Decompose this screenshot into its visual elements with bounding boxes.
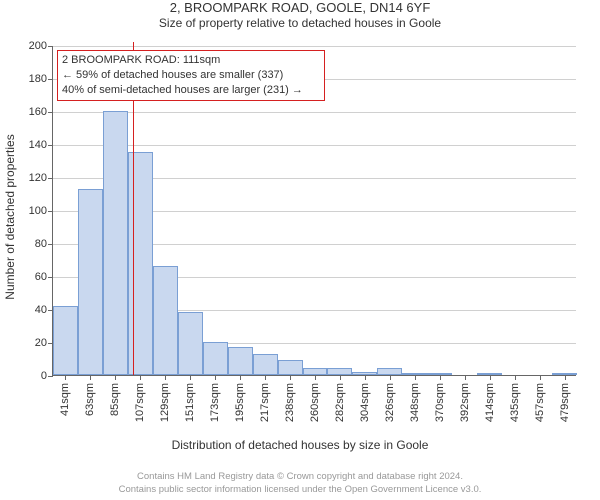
footer-line2: Contains public sector information licen… xyxy=(0,484,600,496)
xtick xyxy=(515,375,516,380)
bar xyxy=(53,306,78,375)
xtick-label: 63sqm xyxy=(84,383,96,416)
xtick xyxy=(140,375,141,380)
bar xyxy=(178,312,203,375)
ytick-label: 160 xyxy=(29,106,47,118)
x-axis-label: Distribution of detached houses by size … xyxy=(0,438,600,452)
xtick-label: 41sqm xyxy=(59,383,71,416)
gridline xyxy=(53,145,576,146)
xtick-label: 392sqm xyxy=(459,383,471,422)
xtick-label: 195sqm xyxy=(234,383,246,422)
bar xyxy=(103,111,128,375)
ytick-label: 100 xyxy=(29,205,47,217)
xtick-label: 260sqm xyxy=(309,383,321,422)
xtick-label: 414sqm xyxy=(484,383,496,422)
y-axis-label: Number of detached properties xyxy=(3,134,17,299)
xtick-label: 151sqm xyxy=(184,383,196,422)
bar xyxy=(228,347,253,375)
ytick xyxy=(48,79,53,80)
bar xyxy=(153,266,178,375)
gridline xyxy=(53,46,576,47)
xtick-label: 326sqm xyxy=(384,383,396,422)
ytick xyxy=(48,244,53,245)
xtick-label: 348sqm xyxy=(409,383,421,422)
xtick xyxy=(490,375,491,380)
annotation-line: ← 59% of detached houses are smaller (33… xyxy=(62,68,320,83)
xtick xyxy=(565,375,566,380)
xtick-label: 479sqm xyxy=(559,383,571,422)
xtick xyxy=(115,375,116,380)
xtick xyxy=(390,375,391,380)
footer-attribution: Contains HM Land Registry data © Crown c… xyxy=(0,471,600,496)
bar xyxy=(278,360,303,375)
xtick xyxy=(240,375,241,380)
annotation-box: 2 BROOMPARK ROAD: 111sqm← 59% of detache… xyxy=(57,50,325,101)
xtick xyxy=(190,375,191,380)
ytick-label: 180 xyxy=(29,73,47,85)
xtick-label: 282sqm xyxy=(334,383,346,422)
annotation-line: 40% of semi-detached houses are larger (… xyxy=(62,83,320,98)
bar xyxy=(253,354,278,375)
xtick-label: 457sqm xyxy=(534,383,546,422)
bar xyxy=(327,368,352,375)
xtick-label: 107sqm xyxy=(134,383,146,422)
ytick-label: 140 xyxy=(29,139,47,151)
ytick xyxy=(48,112,53,113)
ytick-label: 60 xyxy=(35,271,47,283)
xtick-label: 238sqm xyxy=(284,383,296,422)
xtick-label: 129sqm xyxy=(159,383,171,422)
xtick-label: 304sqm xyxy=(359,383,371,422)
xtick-label: 217sqm xyxy=(259,383,271,422)
xtick-label: 85sqm xyxy=(109,383,121,416)
xtick xyxy=(415,375,416,380)
ytick xyxy=(48,211,53,212)
gridline xyxy=(53,112,576,113)
bar xyxy=(203,342,228,375)
bar xyxy=(78,189,103,375)
bar xyxy=(303,368,328,375)
ytick-label: 120 xyxy=(29,172,47,184)
xtick xyxy=(340,375,341,380)
xtick xyxy=(215,375,216,380)
xtick xyxy=(315,375,316,380)
xtick xyxy=(165,375,166,380)
ytick-label: 20 xyxy=(35,337,47,349)
xtick-label: 370sqm xyxy=(434,383,446,422)
ytick xyxy=(48,277,53,278)
plot-region: Number of detached properties 0204060801… xyxy=(0,0,600,500)
xtick xyxy=(65,375,66,380)
bar xyxy=(377,368,402,375)
xtick-label: 173sqm xyxy=(209,383,221,422)
xtick xyxy=(90,375,91,380)
footer-line1: Contains HM Land Registry data © Crown c… xyxy=(0,471,600,483)
ytick-label: 80 xyxy=(35,238,47,250)
xtick xyxy=(465,375,466,380)
ytick-label: 40 xyxy=(35,304,47,316)
annotation-line: 2 BROOMPARK ROAD: 111sqm xyxy=(62,53,320,68)
bar xyxy=(128,152,153,375)
xtick xyxy=(440,375,441,380)
ytick xyxy=(48,46,53,47)
ytick xyxy=(48,376,53,377)
plot-area: 02040608010012014016018020041sqm63sqm85s… xyxy=(52,46,576,376)
ytick xyxy=(48,145,53,146)
xtick-label: 435sqm xyxy=(509,383,521,422)
ytick-label: 0 xyxy=(41,370,47,382)
xtick xyxy=(265,375,266,380)
xtick xyxy=(540,375,541,380)
ytick-label: 200 xyxy=(29,40,47,52)
xtick xyxy=(365,375,366,380)
xtick xyxy=(290,375,291,380)
ytick xyxy=(48,178,53,179)
